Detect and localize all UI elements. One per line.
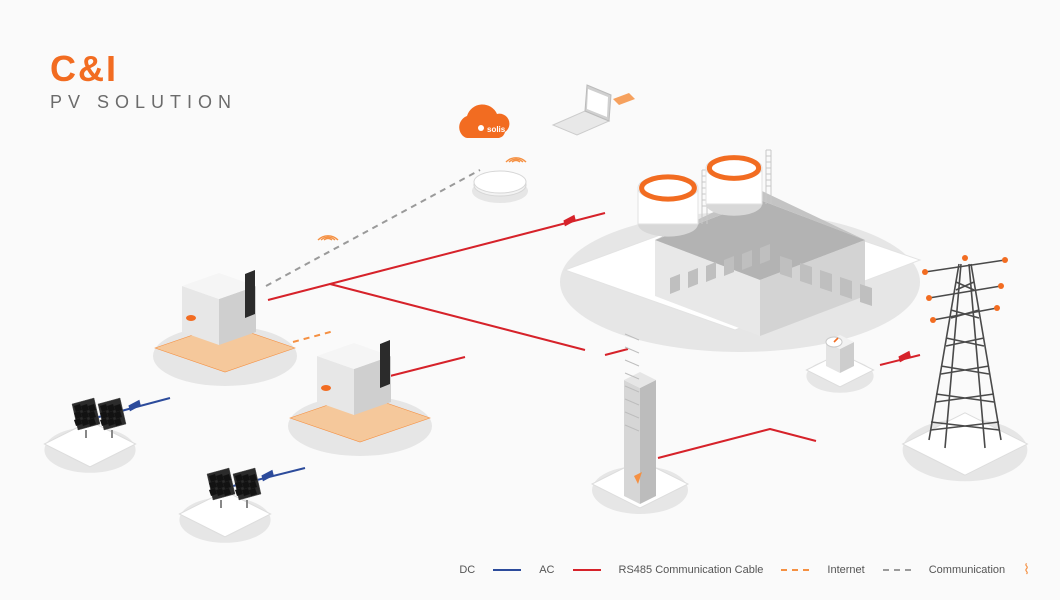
legend-ac-label: AC — [539, 564, 554, 576]
legend-ac-swatch — [573, 569, 601, 571]
legend-rs485-label: RS485 Communication Cable — [619, 564, 764, 576]
legend-dc-swatch — [493, 569, 521, 571]
legend-comm-label: Communication — [929, 564, 1005, 576]
legend-internet-label: Internet — [827, 564, 864, 576]
svg-text:solis: solis — [487, 125, 506, 134]
wifi-icon: ⌇ — [1023, 561, 1030, 578]
legend-dc-label: DC — [459, 564, 475, 576]
legend-rs485-swatch — [781, 569, 809, 571]
diagram-canvas: solis — [0, 0, 1060, 600]
legend: DC AC RS485 Communication Cable Internet… — [459, 561, 1030, 578]
legend-internet-swatch — [883, 569, 911, 571]
